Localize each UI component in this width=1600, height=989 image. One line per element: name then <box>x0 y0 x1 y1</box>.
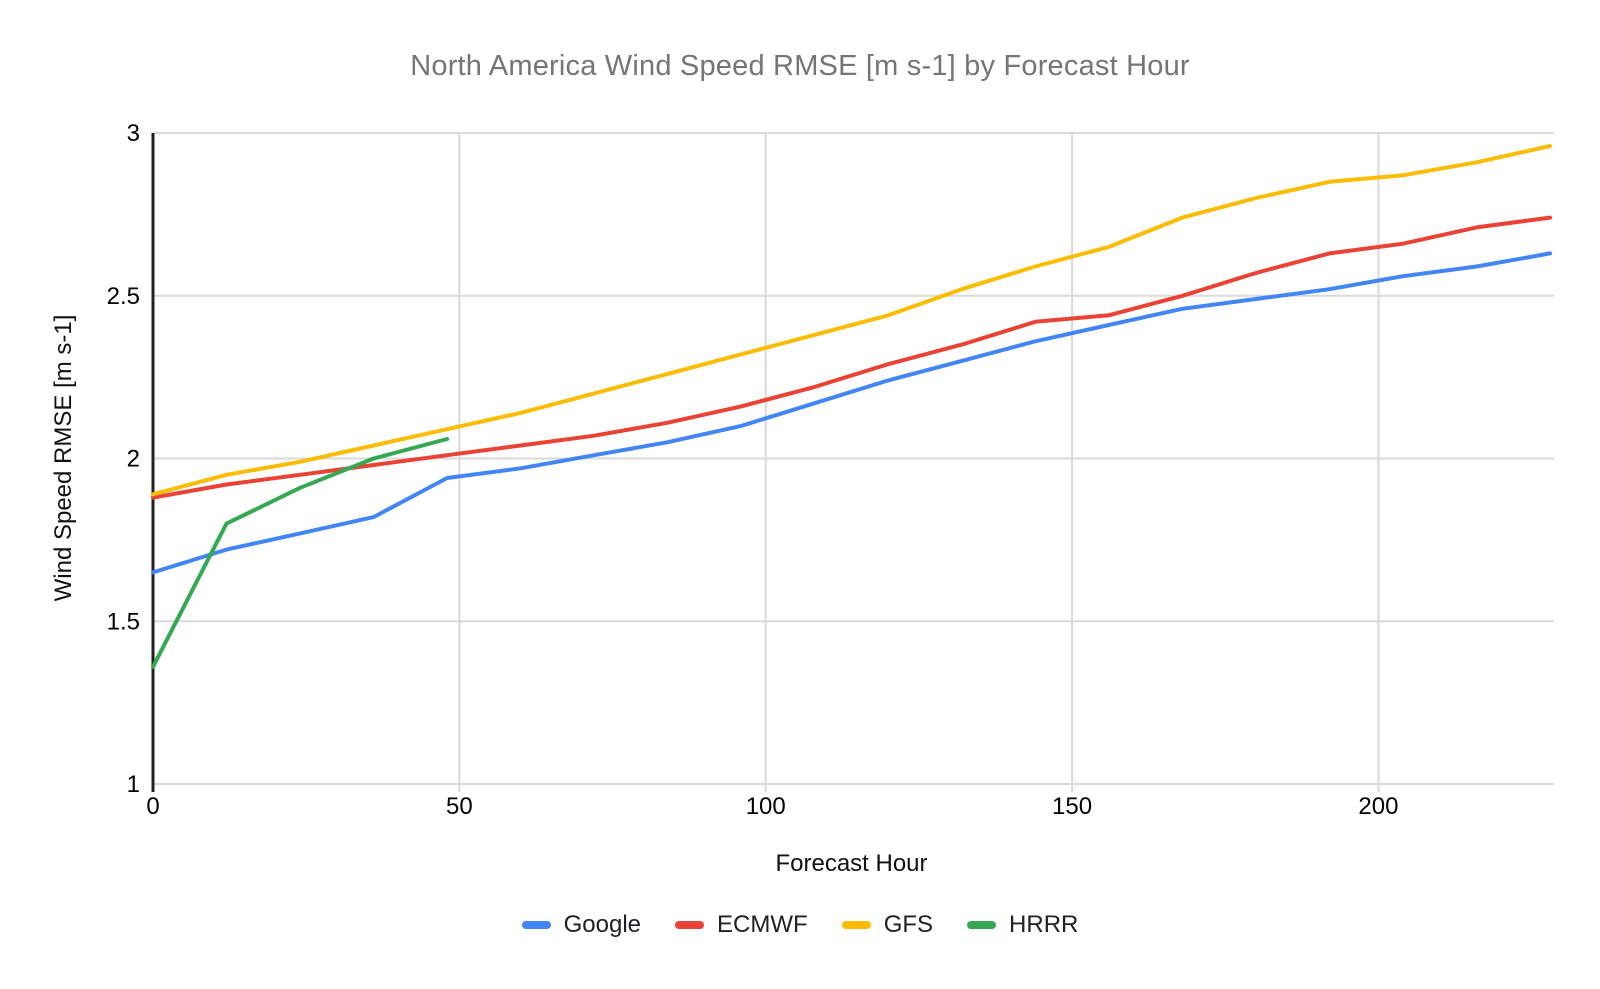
y-tick-label: 3 <box>127 120 140 147</box>
x-tick-label: 200 <box>1358 793 1398 820</box>
y-tick-label: 2.5 <box>107 283 140 310</box>
legend-swatch-hrrr <box>967 921 997 929</box>
series-line-gfs <box>151 144 1552 497</box>
series-line-ecmwf <box>151 215 1552 500</box>
y-tick-label: 1.5 <box>107 608 140 635</box>
legend-swatch-gfs <box>841 921 871 929</box>
legend-label-hrrr: HRRR <box>1009 911 1079 938</box>
series-line-hrrr <box>151 437 450 669</box>
legend-item-google: Google <box>521 911 642 939</box>
y-axis-title: Wind Speed RMSE [m s-1] <box>50 314 77 602</box>
legend-item-gfs: GFS <box>841 911 934 939</box>
x-tick-label: 0 <box>146 793 159 820</box>
x-tick-label: 100 <box>746 793 786 820</box>
gridlines <box>153 132 1554 792</box>
x-tick-label: 50 <box>446 793 473 820</box>
chart-title: North America Wind Speed RMSE [m s-1] by… <box>410 50 1190 82</box>
y-tick-label: 2 <box>127 446 140 473</box>
y-tick-label: 1 <box>127 771 140 798</box>
chart-legend: Google ECMWF GFS HRRR <box>0 905 1600 945</box>
legend-label-google: Google <box>563 911 642 938</box>
series-lines <box>151 144 1552 669</box>
legend-label-gfs: GFS <box>883 911 934 938</box>
tick-labels: 1 1.5 2 2.5 3 0 50 100 150 200 <box>107 120 1399 820</box>
x-tick-label: 150 <box>1052 793 1092 820</box>
legend-label-ecmwf: ECMWF <box>717 911 808 938</box>
legend-item-ecmwf: ECMWF <box>675 911 808 939</box>
legend-swatch-ecmwf <box>675 921 705 929</box>
legend-item-hrrr: HRRR <box>967 911 1078 939</box>
series-line-google <box>151 251 1552 575</box>
x-axis-title: Forecast Hour <box>775 850 928 877</box>
legend-swatch-google <box>521 921 551 929</box>
